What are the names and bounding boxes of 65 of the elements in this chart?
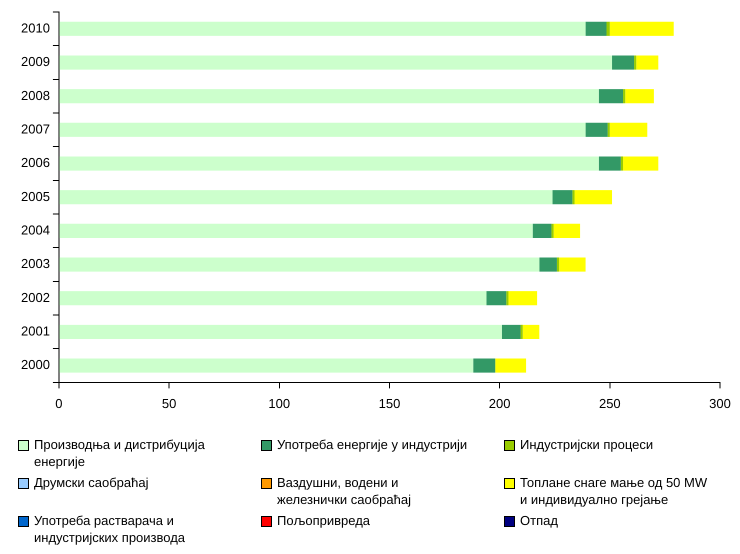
bar — [551, 224, 554, 238]
x-tick-label: 200 — [488, 396, 510, 411]
bar — [522, 324, 540, 339]
bar — [59, 190, 553, 204]
y-tick-label: 2002 — [21, 290, 50, 305]
bar — [59, 156, 599, 171]
bar — [598, 156, 621, 171]
y-tick-label: 2006 — [21, 155, 50, 170]
bar — [539, 257, 557, 272]
legend-label: Ваздушни, водени и железнички саобраћај — [277, 474, 412, 508]
bar — [59, 358, 474, 373]
legend-label: Пољопривреда — [277, 512, 372, 529]
bar — [502, 324, 521, 339]
legend-label: Производња и дистрибуција енергије — [34, 436, 206, 470]
bar — [610, 122, 648, 137]
bar — [59, 257, 540, 272]
bar — [495, 358, 526, 373]
y-tick-label: 2005 — [21, 188, 50, 204]
y-tick-label: 2009 — [21, 54, 50, 70]
x-tick-label: 300 — [709, 396, 731, 411]
legend-label: Употреба растварача и индустријских производа — [34, 512, 186, 546]
bar — [59, 224, 533, 238]
bar — [610, 22, 674, 36]
bar — [625, 89, 654, 104]
bar — [586, 22, 607, 36]
bar — [59, 22, 586, 36]
bar — [552, 190, 572, 204]
bar — [556, 257, 560, 272]
bar — [612, 55, 634, 70]
bar — [473, 358, 496, 373]
legend-label: Отпад — [520, 512, 559, 529]
y-tick-label: 2010 — [21, 20, 50, 36]
bar — [59, 324, 502, 339]
x-tick-label: 150 — [378, 396, 400, 411]
y-tick-label: 2008 — [21, 88, 50, 103]
y-tick-label: 2007 — [21, 121, 50, 136]
bar — [586, 122, 608, 137]
x-tick-label: 250 — [598, 396, 621, 411]
x-tick-label: 50 — [162, 396, 176, 411]
bar — [486, 291, 506, 306]
bar — [59, 291, 486, 306]
bar — [598, 89, 624, 104]
x-tick-label: 100 — [268, 396, 290, 411]
bar — [59, 89, 599, 104]
y-tick-label: 2004 — [21, 222, 50, 238]
legend-label: Друмски саобраћај — [34, 474, 150, 491]
bar — [623, 156, 658, 171]
legend-label: Индустријски процеси — [520, 436, 654, 453]
bar — [508, 291, 538, 306]
legend-label: Употреба енергије у индустрији — [277, 436, 468, 453]
bar — [574, 190, 612, 204]
bar — [620, 156, 624, 171]
bar — [572, 190, 575, 204]
bar — [606, 22, 610, 36]
x-tick-label: 0 — [55, 396, 63, 411]
bar — [559, 257, 586, 272]
y-tick-label: 2003 — [21, 256, 50, 272]
y-tick-label: 2001 — [21, 323, 50, 338]
bar — [554, 224, 580, 238]
legend-label: Топлане снаге мање од 50 MW и индивидуално грејање — [520, 474, 708, 508]
bar — [532, 224, 552, 238]
bar — [59, 122, 586, 137]
y-tick-label: 2000 — [21, 357, 50, 372]
bar — [636, 55, 658, 70]
bar — [59, 55, 612, 70]
